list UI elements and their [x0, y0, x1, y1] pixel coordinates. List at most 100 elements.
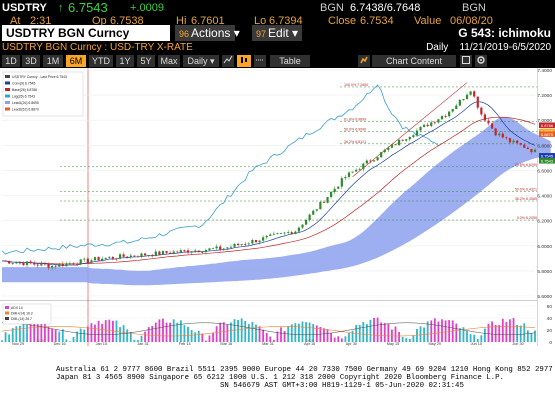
tab-max[interactable]: Max: [158, 55, 180, 67]
indicator-bar: [40, 318, 43, 342]
candle-body: [351, 171, 354, 173]
legend-label: Lead1(26) 6.8695: [12, 101, 39, 105]
candle-body: [469, 91, 472, 95]
candle-body: [498, 133, 501, 136]
indicator-bar: [272, 339, 275, 342]
candle-body: [487, 120, 490, 124]
candle-body: [240, 244, 243, 246]
indicator-bar: [480, 335, 483, 342]
candle-body: [319, 201, 322, 210]
candle-chart-icon[interactable]: [237, 55, 251, 67]
candle-body: [262, 237, 265, 241]
indicator-bar: [18, 325, 21, 342]
dotted-line-icon[interactable]: [254, 55, 266, 67]
candle-body: [83, 258, 86, 260]
indicator-bar: [469, 334, 472, 342]
indicator-bar: [222, 322, 225, 342]
close-value: 6.7534: [360, 15, 394, 25]
tab-3d[interactable]: 3D: [22, 55, 40, 67]
indicator-bar: [269, 336, 272, 342]
candle-body: [40, 263, 43, 266]
low-label: Lo: [254, 15, 267, 25]
indicator-bar: [158, 319, 161, 342]
indicator-legend-swatch: [5, 306, 9, 309]
indicator-bar: [247, 324, 250, 342]
range-tabs: 1D 3D 1M 6M YTD 1Y 5Y Max Daily ▾ Table …: [0, 54, 555, 68]
quote-detail-bar: At 2:31 Op 6.7538 Hi 6.7601 Lo 6.7394 Cl…: [0, 13, 555, 25]
price-tag: [539, 128, 555, 135]
tab-1d[interactable]: 1D: [2, 55, 20, 67]
indicator-bar: [433, 318, 436, 342]
indicator-bar: [140, 335, 143, 342]
indicator-bar: [226, 324, 229, 342]
indicator-bar: [255, 324, 257, 342]
chart-content-icon[interactable]: [358, 55, 370, 67]
indicator-bar: [351, 330, 354, 342]
actions-menu[interactable]: 96 Actions ▾: [175, 25, 240, 41]
tab-1m[interactable]: 1M: [43, 55, 63, 67]
conversion-line: [1, 101, 536, 266]
indicator-bar: [476, 338, 479, 342]
indicator-bar: [330, 332, 333, 342]
tab-6m[interactable]: 6M: [66, 55, 86, 67]
indicator-legend-label: DMI-(14) 26.7: [11, 317, 32, 321]
indicator-bar: [187, 326, 189, 342]
indicator-bar: [11, 328, 14, 342]
high-label: Hi: [176, 15, 187, 25]
tab-5y[interactable]: 5Y: [137, 55, 155, 67]
indicator-bar: [526, 330, 529, 342]
x-tick-label: Mar 31: [262, 342, 274, 346]
indicator-bar: [376, 317, 379, 342]
candle-body: [151, 255, 154, 257]
x-tick-label: Nov 29: [12, 342, 24, 346]
indicator-bar: [358, 324, 361, 342]
indicator-bar: [315, 325, 318, 342]
legend-box: [2, 71, 84, 117]
x-tick-label: Jan 15: [96, 342, 107, 346]
tab-1y[interactable]: 1Y: [116, 55, 134, 67]
indicator-bar: [154, 322, 157, 342]
year-label: 2019: [36, 339, 44, 343]
candle-body: [358, 169, 361, 170]
indicator-bar: [204, 340, 207, 342]
bgn-label: BGN: [320, 2, 344, 14]
indicator-bar: [473, 334, 476, 342]
edit-menu[interactable]: 97 Edit ▾: [252, 25, 302, 41]
indicator-bar: [430, 320, 433, 342]
gear-icon[interactable]: [475, 55, 487, 67]
frequency-select[interactable]: Daily ▾: [183, 55, 219, 67]
indicator-bar: [101, 323, 104, 342]
candle-body: [179, 250, 182, 253]
indicator-legend-label: ADX 14: [11, 306, 23, 310]
indicator-bar: [265, 332, 268, 342]
trend-line: [352, 82, 468, 177]
indicator-bar: [4, 332, 7, 342]
candle-body: [287, 232, 290, 233]
y-tick-label: 6.8000: [537, 143, 552, 149]
indicator-bar: [151, 325, 154, 342]
indicator-bar: [512, 318, 515, 342]
indicator-bar: [340, 338, 343, 342]
candle-body: [369, 160, 372, 162]
expand-icon[interactable]: [460, 55, 472, 67]
candle-body: [50, 265, 54, 268]
candle-body: [333, 188, 336, 192]
candle-body: [444, 116, 447, 117]
tab-ytd[interactable]: YTD: [89, 55, 113, 67]
indicator-bar: [394, 326, 397, 342]
security-title[interactable]: USDTRY BGN Curncy: [2, 25, 170, 41]
chart-content-button[interactable]: Chart Content: [372, 55, 456, 67]
legend-label: USDTRY Curncy - Last Price 6.7543: [12, 75, 67, 79]
indicator-bar: [326, 329, 329, 342]
x-tick-label: May 15: [387, 342, 399, 346]
candle-body: [133, 255, 136, 257]
candle-body: [294, 231, 297, 234]
line-chart-icon[interactable]: [222, 55, 234, 67]
candle-body: [126, 256, 129, 258]
candle-body: [372, 160, 376, 162]
table-button[interactable]: Table: [270, 55, 310, 67]
indicator-bar: [244, 320, 247, 342]
period-label: Daily: [426, 42, 449, 53]
candle-body: [165, 251, 168, 253]
chart-area[interactable]: 100.0% 7.2650 61.8% 6.9899 50.0% 6.9090 38.…: [0, 68, 555, 346]
